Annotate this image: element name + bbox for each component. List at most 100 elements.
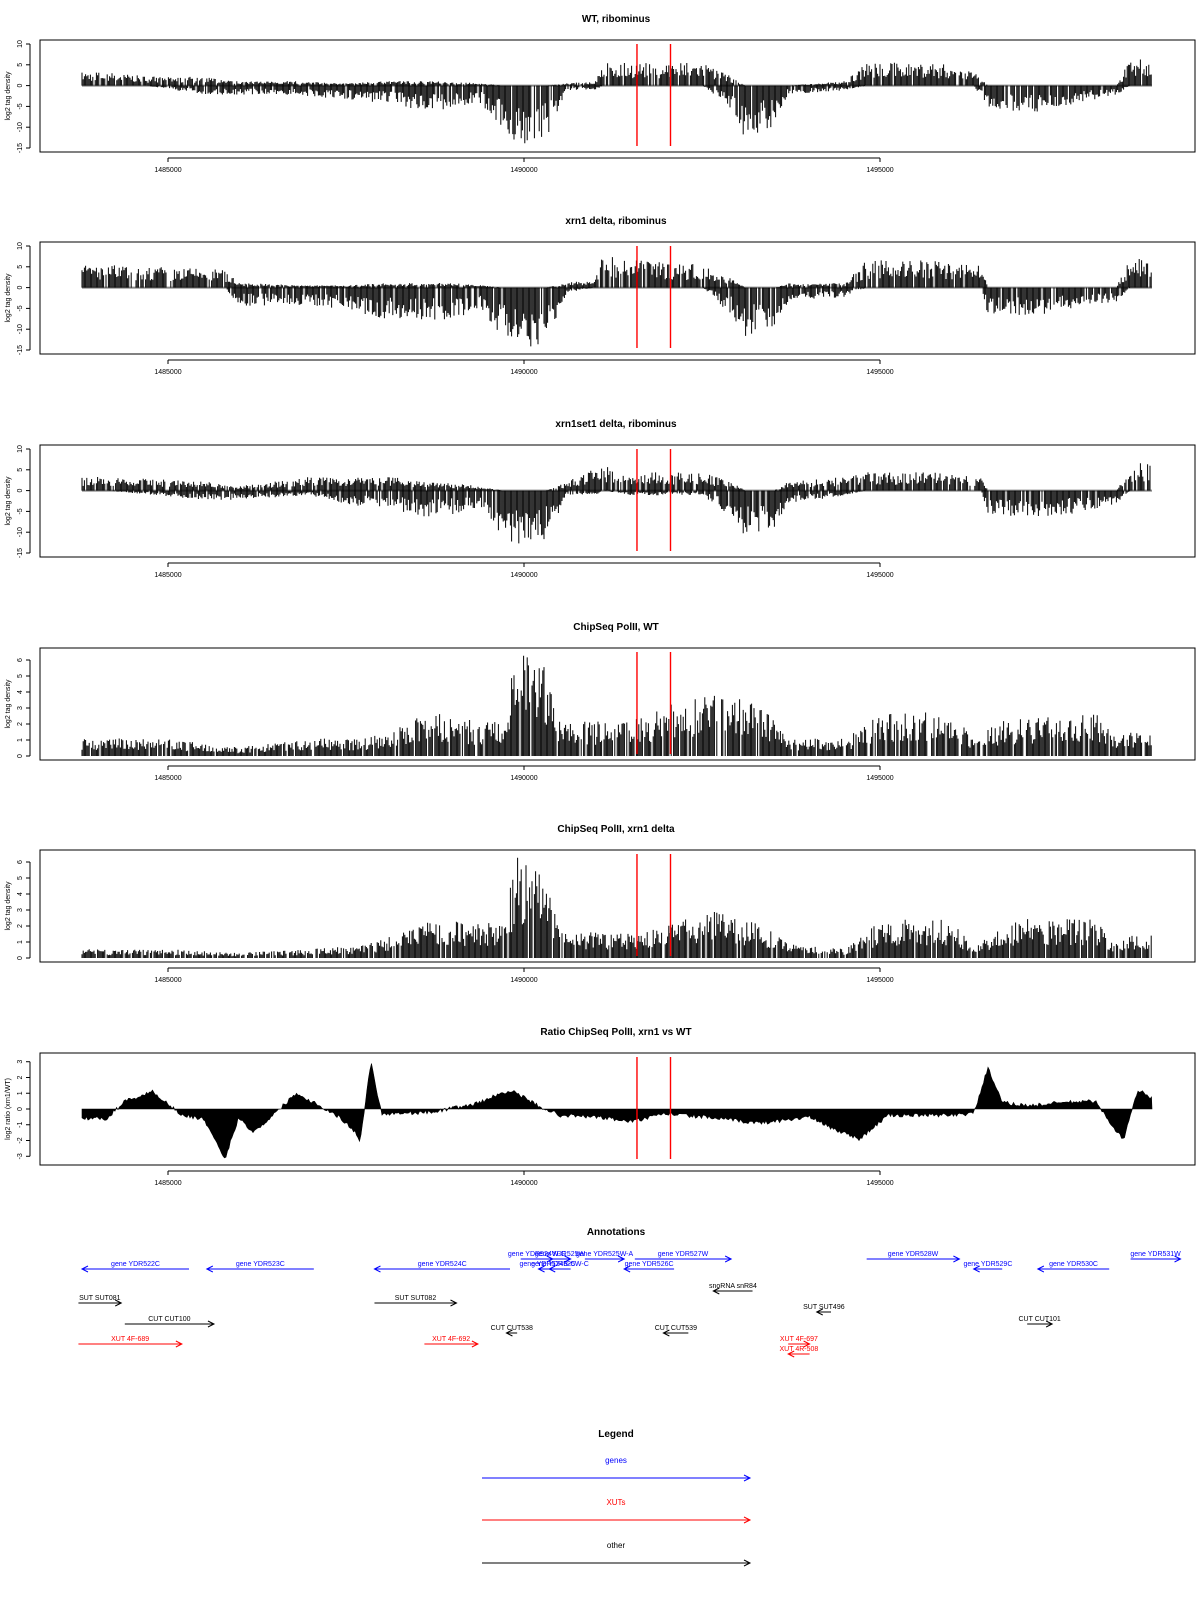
feature-label: XUT 4R-508	[780, 1346, 819, 1353]
annotation-feature: gene YDR528W	[866, 1251, 961, 1263]
arrow-head	[815, 1308, 823, 1316]
x-tick-label: 1495000	[866, 369, 893, 376]
feature-label: gene YDR529C	[963, 1261, 1012, 1268]
y-tick-label: 1	[17, 940, 24, 944]
y-tick-label: 5	[17, 63, 24, 67]
feature-label: gene YDR525W-A	[576, 1251, 634, 1258]
y-tick-label: -15	[17, 143, 24, 153]
arrow-head	[115, 1299, 123, 1307]
track-panel: xrn1 delta, ribominus -15 -10 -5 0 5 10 log2 ta…	[5, 216, 1196, 376]
plot-frame	[39, 444, 1196, 558]
y-tick-label: 2	[17, 1075, 24, 1079]
y-axis-label: log2 tag density	[5, 476, 12, 526]
annotation-feature: XUT 4F-697	[780, 1336, 818, 1348]
annotation-feature: gene YDR529C	[963, 1261, 1012, 1273]
legend-label: other	[607, 1541, 626, 1550]
annotation-feature: XUT 4F-692	[424, 1336, 480, 1348]
y-tick-label: -3	[17, 1153, 24, 1159]
annotation-feature: gene YDR531W	[1130, 1251, 1182, 1263]
y-tick-label: 6	[17, 860, 24, 864]
y-axis-label: log2 tag density	[5, 679, 12, 729]
legend-title: Legend	[598, 1429, 634, 1440]
feature-label: CUT CUT101	[1019, 1316, 1061, 1323]
y-tick-label: 0	[17, 1107, 24, 1111]
x-tick-label: 1485000	[154, 369, 181, 376]
data-series	[81, 857, 1152, 958]
y-tick-label: 4	[17, 690, 24, 694]
feature-label: gene YDR523C	[236, 1261, 285, 1268]
x-tick-label: 1485000	[154, 167, 181, 174]
panel-title: ChipSeq PolII, WT	[573, 622, 659, 633]
track-panel: xrn1set1 delta, ribominus -15 -10 -5 0 5 10 log…	[5, 419, 1196, 579]
feature-label: gene YDR526C	[625, 1261, 674, 1268]
panel-title: Ratio ChipSeq PolII, xrn1 vs WT	[540, 1027, 691, 1038]
arrow-head	[373, 1265, 381, 1273]
y-tick-label: 10	[17, 445, 24, 453]
annotation-feature: CUT CUT539	[655, 1325, 697, 1337]
y-tick-label: -10	[17, 324, 24, 334]
feature-label: snoRNA snR84	[709, 1283, 757, 1290]
y-axis-label: log2 tag density	[5, 881, 12, 931]
y-tick-label: -1	[17, 1122, 24, 1128]
y-tick-label: -10	[17, 122, 24, 132]
annotation-feature: gene YDR522C	[80, 1261, 189, 1273]
annotation-feature: CUT CUT100	[124, 1316, 216, 1328]
panel-title: xrn1set1 delta, ribominus	[555, 419, 677, 430]
x-tick-label: 1490000	[510, 572, 537, 579]
y-tick-label: 3	[17, 908, 24, 912]
legend-label: XUTs	[606, 1498, 625, 1507]
feature-label: SUT SUT082	[395, 1295, 437, 1302]
density-bars	[81, 257, 1152, 347]
y-tick-label: 3	[17, 1060, 24, 1064]
annotation-feature: snoRNA snR84	[709, 1283, 757, 1295]
plot-frame	[39, 1052, 1196, 1166]
x-tick-label: 1495000	[866, 572, 893, 579]
y-tick-label: -15	[17, 345, 24, 355]
arrow-head	[1036, 1265, 1045, 1273]
y-axis-label: log2 ratio (xrn1/WT)	[5, 1078, 12, 1140]
feature-label: gene YDR524B-C	[519, 1261, 575, 1268]
track-panel: ChipSeq PolII, xrn1 delta 0 1 2 3 4 5 6 log2 tag…	[5, 824, 1196, 984]
plot-frame	[39, 39, 1196, 153]
x-tick-label: 1495000	[866, 167, 893, 174]
x-tick-label: 1495000	[866, 775, 893, 782]
y-axis-label: log2 tag density	[5, 273, 12, 323]
x-tick-label: 1490000	[510, 369, 537, 376]
feature-label: XUT 4F-692	[432, 1336, 470, 1343]
legend: Legend genes XUTs other	[482, 1429, 752, 1567]
arrow-head	[662, 1329, 670, 1337]
annotation-feature: CUT CUT538	[491, 1325, 533, 1337]
arrow-head	[548, 1265, 556, 1273]
legend-item: other	[482, 1541, 752, 1567]
x-tick-label: 1490000	[510, 167, 537, 174]
feature-label: gene YDR525W-C	[531, 1261, 589, 1268]
feature-label: XUT 4F-697	[780, 1336, 818, 1343]
panel-title: ChipSeq PolII, xrn1 delta	[557, 824, 675, 835]
arrow-head	[617, 1255, 626, 1263]
track-panel: WT, ribominus -15 -10 -5 0 5 10 log2 tag densit…	[5, 14, 1196, 174]
feature-label: gene YDR527W	[658, 1251, 709, 1258]
y-tick-label: -5	[17, 305, 24, 311]
annotation-feature: gene YDR523C	[205, 1261, 314, 1273]
x-tick-label: 1490000	[510, 775, 537, 782]
arrow-head	[743, 1474, 752, 1482]
ratio-area	[81, 1063, 1153, 1159]
data-series	[81, 1063, 1153, 1159]
density-bars	[81, 59, 1152, 144]
arrow-head	[803, 1340, 811, 1348]
feature-label: gene YDR525W	[535, 1251, 586, 1258]
annotation-feature: SUT SUT496	[803, 1304, 845, 1316]
arrow-head	[175, 1340, 183, 1348]
panel-title: xrn1 delta, ribominus	[565, 216, 667, 227]
x-tick-label: 1485000	[154, 572, 181, 579]
plot-frame	[39, 647, 1196, 761]
density-bars	[81, 857, 1152, 958]
data-series	[81, 59, 1152, 144]
y-tick-label: 10	[17, 242, 24, 250]
feature-label: XUT 4F-689	[111, 1336, 149, 1343]
arrow-head	[564, 1255, 572, 1263]
arrow-head	[80, 1265, 89, 1273]
x-tick-label: 1490000	[510, 1180, 537, 1187]
feature-label: gene YDR524C	[418, 1261, 467, 1268]
feature-label: CUT CUT100	[148, 1316, 190, 1323]
